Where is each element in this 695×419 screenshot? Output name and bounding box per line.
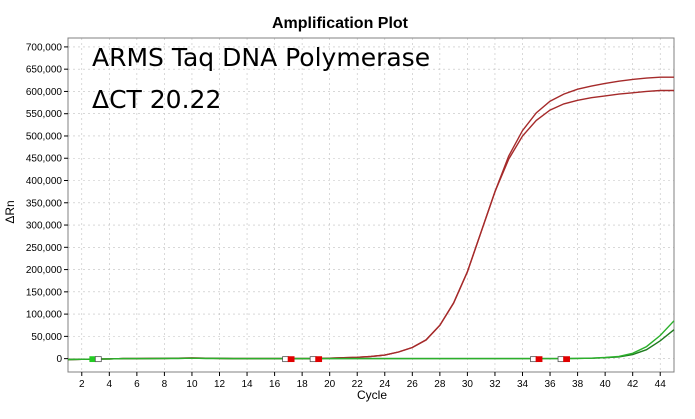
threshold-marker: [563, 356, 570, 363]
annotation-delta-ct: ΔCT 20.22: [92, 85, 221, 114]
x-tick-label: 34: [517, 379, 529, 390]
y-tick-label: 550,000: [26, 109, 63, 120]
x-tick-label: 40: [600, 379, 612, 390]
y-axis-title: ΔRn: [3, 200, 17, 223]
threshold-marker: [94, 356, 102, 363]
x-axis-title: Cycle: [357, 388, 387, 402]
marker-layer: [89, 356, 570, 363]
series-line-3: [67, 329, 675, 361]
y-tick-label: 100,000: [26, 310, 63, 321]
y-axis-ticks: 0 50,000 100,000 150,000 200,000 250,000 300,0…: [26, 42, 68, 365]
y-tick-label: 150,000: [26, 287, 63, 298]
x-tick-label: 36: [544, 379, 556, 390]
x-tick-label: 18: [297, 379, 309, 390]
plot-frame: [67, 37, 675, 373]
x-axis-ticks: 2 4 6 8 10 12 14 16 18 20 22 24 26 28 30 32 34 36 38 40 42 44: [79, 372, 666, 390]
y-tick-label: 0: [56, 354, 62, 365]
threshold-marker: [557, 356, 565, 363]
x-tick-label: 30: [462, 379, 474, 390]
x-tick-label: 8: [162, 379, 168, 390]
x-tick-label: 6: [134, 379, 140, 390]
series-line-1: [67, 76, 674, 361]
y-tick-label: 650,000: [26, 65, 63, 76]
threshold-marker: [530, 356, 537, 363]
y-tick-label: 450,000: [26, 154, 63, 165]
y-tick-label: 250,000: [26, 243, 63, 254]
threshold-marker: [535, 356, 543, 363]
x-tick-label: 26: [407, 379, 419, 390]
x-tick-label: 10: [186, 379, 198, 390]
y-tick-label: 300,000: [26, 221, 63, 232]
x-tick-label: 32: [489, 379, 501, 390]
grid-layer: [68, 38, 674, 372]
x-tick-label: 42: [627, 379, 639, 390]
threshold-marker: [309, 356, 317, 363]
x-tick-label: 4: [107, 379, 113, 390]
threshold-marker: [315, 356, 323, 363]
x-tick-label: 24: [379, 379, 391, 390]
x-tick-label: 2: [79, 379, 85, 390]
y-tick-label: 700,000: [26, 42, 63, 53]
chart-title: Amplification Plot: [272, 15, 409, 32]
x-tick-label: 14: [241, 379, 253, 390]
y-tick-label: 600,000: [26, 87, 63, 98]
x-tick-label: 38: [572, 379, 584, 390]
annotation-product: ARMS Taq DNA Polymerase: [92, 43, 430, 72]
x-tick-label: 22: [352, 379, 364, 390]
series-line-4: [67, 320, 675, 361]
x-tick-label: 44: [655, 379, 667, 390]
x-tick-label: 16: [269, 379, 281, 390]
x-tick-label: 28: [434, 379, 446, 390]
threshold-marker: [282, 356, 290, 363]
y-tick-label: 200,000: [26, 265, 63, 276]
y-tick-label: 350,000: [26, 198, 63, 209]
x-tick-label: 20: [324, 379, 336, 390]
y-tick-label: 500,000: [26, 131, 63, 142]
y-tick-label: 50,000: [31, 332, 62, 343]
threshold-marker: [287, 356, 295, 363]
x-tick-label: 12: [214, 379, 226, 390]
series-layer: [67, 76, 675, 361]
y-tick-label: 400,000: [26, 176, 63, 187]
threshold-marker: [89, 356, 97, 363]
